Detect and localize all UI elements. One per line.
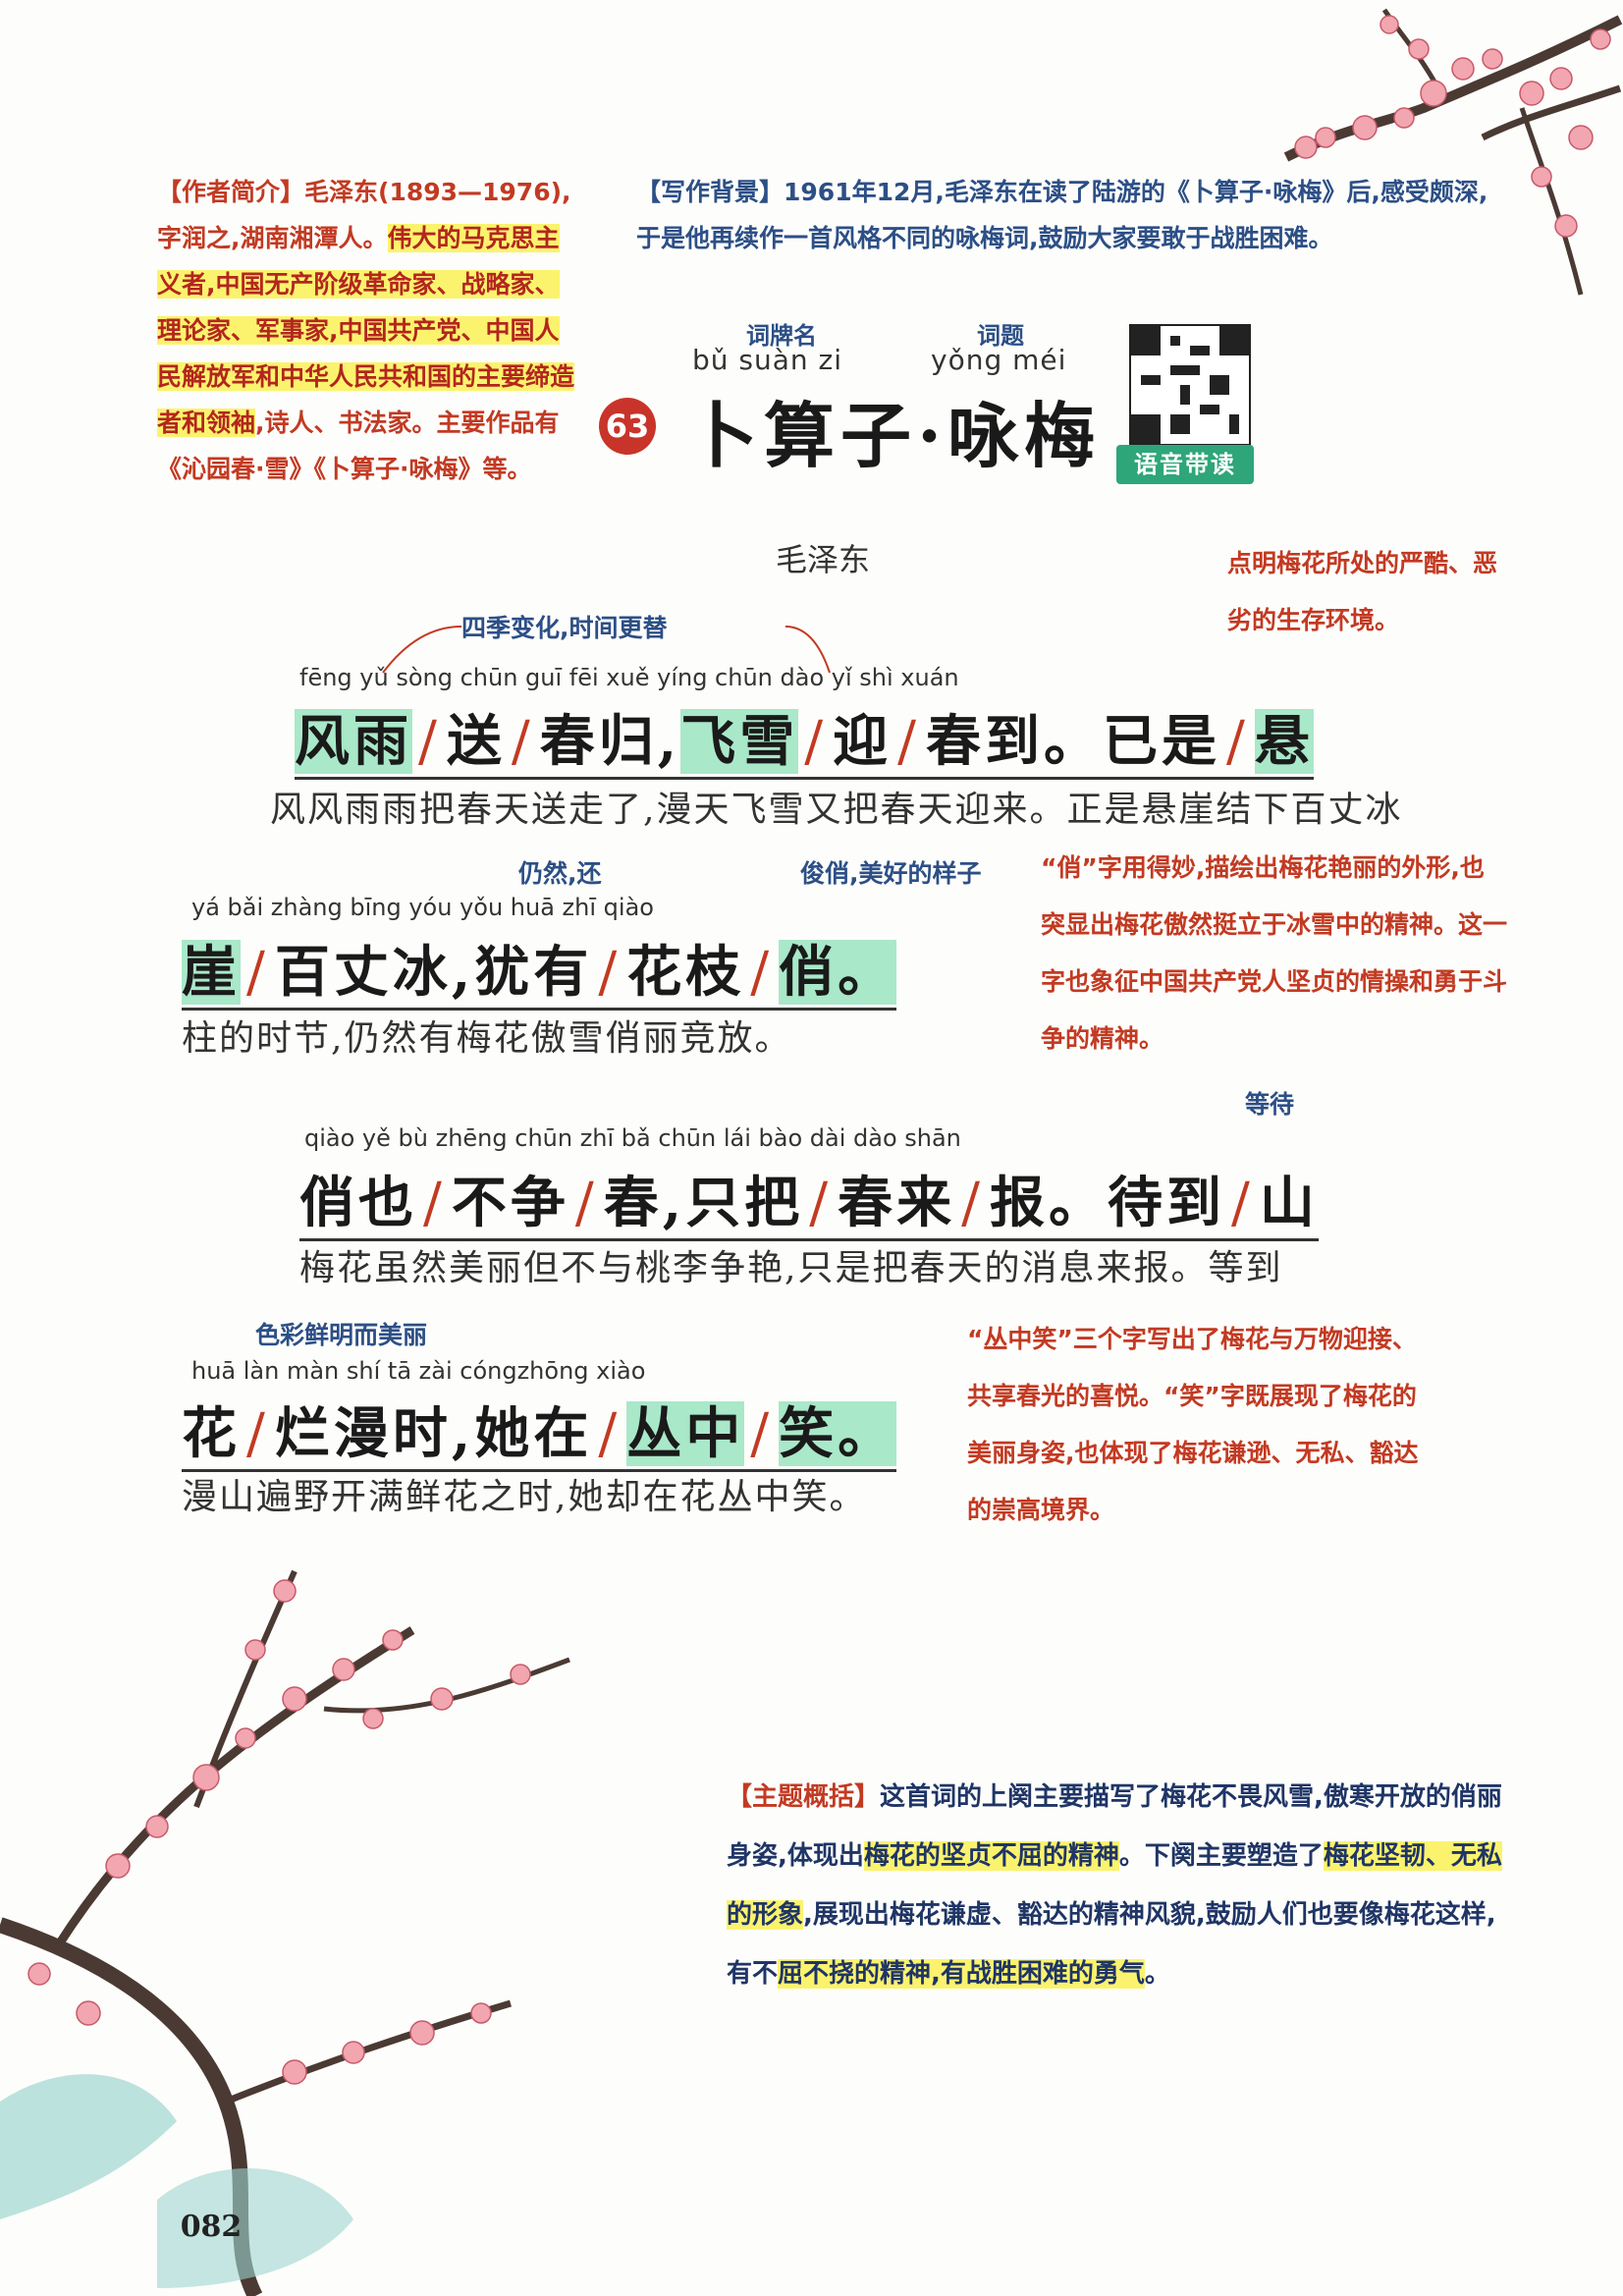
background-text: 1961年12月,毛泽东在读了陆游的《卜算子·咏梅》后,感受颇深,于是他再续作一… [636,178,1488,252]
note-still: 仍然,还 [518,859,602,888]
line4-seg: 花 [182,1401,241,1466]
line4-translation: 漫山遍野开满鲜花之时,她却在花丛中笑。 [182,1477,867,1517]
line3-pinyin: qiào yě bù zhēng chūn zhī bǎ chūn lái bà… [304,1124,961,1152]
poem-line-3: 俏也 / 不争 / 春,只把 / 春来 / 报。待到 / 山 [299,1159,1319,1241]
audio-read-button[interactable]: 语音带读 [1116,445,1254,484]
line3-seg: 俏也 [299,1171,417,1235]
line1-seg: 悬 [1254,709,1314,774]
line4-pinyin: huā làn màn shí tā zài cóngzhōng xiào [191,1357,646,1385]
qr-code-icon [1131,326,1249,444]
note-wait: 等待 [1245,1090,1295,1119]
line3-seg: 不争 [451,1171,569,1235]
line3-translation: 梅花虽然美丽但不与桃李争艳,只是把春天的消息来报。等到 [299,1248,1283,1288]
plum-branch-bottom-illustration [0,1569,570,2296]
plum-branch-top-illustration [1283,8,1623,296]
theme-text: ,展现出梅花谦虚、豁达的精神风貌,鼓励人们也要像梅花这样,有不 [727,1900,1496,1989]
background-tag: 【写作背景】 [636,178,784,206]
line3-seg: 春, [603,1171,686,1235]
line2-seg: 犹有 [474,940,593,1005]
line3-seg: 报。 [990,1171,1108,1235]
ci-pai-label: 词牌名 [746,322,817,350]
line1-seg: 已是 [1103,709,1220,774]
line1-seg: 迎 [833,709,893,774]
poem-line-2: 崖 / 百丈冰,犹有 / 花枝 / 俏。 [182,928,897,1011]
line1-seg: 春到。 [926,709,1103,774]
line1-seg: 飞雪 [680,709,799,774]
line4-seg: 丛中 [626,1401,745,1466]
author-intro: 【作者简介】毛泽东(1893—1976),字润之,湖南湘潭人。伟大的马克思主义者… [157,169,579,492]
note-season-change: 四季变化,时间更替 [461,614,668,642]
author-intro-highlight: 伟大的马克思主义者,中国无产阶级革命家、战略家、理论家、军事家,中国共产党、中国… [157,224,575,437]
line2-translation: 柱的时节,仍然有梅花傲雪俏丽竞放。 [182,1018,792,1059]
theme-tag: 【主题概括】 [727,1782,881,1812]
theme-text: 。下阕主要塑造了 [1118,1841,1324,1871]
note-arrow [382,626,831,674]
line3-seg: 只把 [685,1171,804,1235]
theme-text: 。 [1144,1959,1170,1989]
poet-name: 毛泽东 [776,541,871,578]
note-environment: 点明梅花所处的严酷、恶劣的生存环境。 [1227,549,1498,634]
line3-seg: 山 [1259,1171,1319,1235]
line4-seg: 笑。 [779,1401,897,1466]
ci-ti-label: 词题 [977,322,1024,350]
note-xiao-explanation: “丛中笑”三个字写出了梅花与万物迎接、共享春光的喜悦。“笑”字既展现了梅花的美丽… [967,1325,1419,1524]
poem-line-1: 风雨 / 送 / 春归,飞雪 / 迎 / 春到。已是 / 悬 [295,697,1314,780]
line1-seg: 春归, [539,709,681,774]
line1-seg: 送 [446,709,506,774]
note-bright: 色彩鲜明而美丽 [255,1321,428,1349]
note-qiao-explanation: “俏”字用得妙,描绘出梅花艳丽的外形,也突显出梅花傲然挺立于冰雪中的精神。这一字… [1041,853,1508,1053]
line2-pinyin: yá bǎi zhàng bīng yóu yǒu huā zhī qiào [191,894,654,921]
poem-number-badge: 63 [599,398,656,455]
author-intro-text-2: ,诗人、书法家。主要作品有《沁园春·雪》《卜算子·咏梅》等。 [157,409,560,483]
poem-line-4: 花 / 烂漫时,她在 / 丛中 / 笑。 [182,1390,897,1472]
poem-title: 卜算子·咏梅 [687,394,1102,477]
line3-seg: 春来 [838,1171,956,1235]
line1-seg: 风雨 [295,709,412,774]
line1-pinyin: fēng yǔ sòng chūn guī fēi xuě yíng chūn … [299,664,959,691]
line3-seg: 待到 [1108,1171,1225,1235]
line4-seg: 她在 [474,1401,593,1466]
line1-translation: 风风雨雨把春天送走了,漫天飞雪又把春天迎来。正是悬崖结下百丈冰 [270,790,1403,830]
line2-seg: 百丈冰, [274,940,475,1005]
note-pretty: 俊俏,美好的样子 [800,859,982,888]
theme-highlight: 梅花的坚贞不屈的精神 [863,1841,1119,1871]
title-pinyin-left: bǔ suàn zi [692,344,843,376]
theme-highlight: 屈不挠的精神,有战胜困难的勇气 [778,1959,1145,1989]
line2-seg: 俏。 [779,940,897,1005]
line4-seg: 烂漫时, [274,1401,475,1466]
theme-text: 这首词的上阕主要描写了梅花不畏风雪,傲寒开放的俏丽身姿,体现出 [727,1782,1502,1871]
author-intro-text: 毛泽东(1893—1976),字润之,湖南湘潭人。 [157,178,571,252]
theme-summary: 【主题概括】这首词的上阕主要描写了梅花不畏风雪,傲寒开放的俏丽身姿,体现出梅花的… [727,1768,1502,2003]
page-number: 082 [180,2210,243,2244]
title-pinyin-right: yǒng méi [931,344,1067,376]
line2-seg: 崖 [182,940,241,1005]
qr-code[interactable] [1129,324,1251,446]
writing-background: 【写作背景】1961年12月,毛泽东在读了陆游的《卜算子·咏梅》后,感受颇深,于… [636,169,1500,261]
author-intro-tag: 【作者简介】 [157,178,305,206]
line2-seg: 花枝 [626,940,745,1005]
